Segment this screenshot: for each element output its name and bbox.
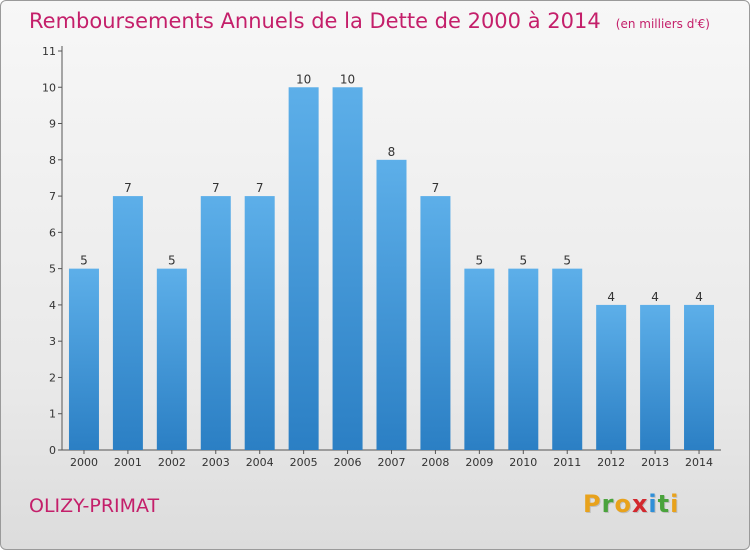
y-tick-label: 8 xyxy=(49,154,56,167)
bar xyxy=(68,268,99,450)
x-tick-label: 2012 xyxy=(597,456,625,469)
bar-value-label: 4 xyxy=(651,290,659,304)
bar-value-label: 7 xyxy=(124,181,132,195)
x-tick-label: 2003 xyxy=(202,456,230,469)
x-tick-label: 2002 xyxy=(158,456,186,469)
x-tick-label: 2001 xyxy=(114,456,142,469)
y-tick-label: 9 xyxy=(49,118,56,131)
bar xyxy=(244,196,275,450)
x-tick-label: 2007 xyxy=(378,456,406,469)
bar xyxy=(376,159,407,450)
bar-value-label: 8 xyxy=(388,145,396,159)
y-tick-label: 3 xyxy=(49,335,56,348)
proxiti-logo[interactable]: Proxiti xyxy=(583,490,679,518)
bar xyxy=(156,268,187,450)
logo-letter: r xyxy=(601,490,615,518)
x-tick-label: 2006 xyxy=(334,456,362,469)
y-tick-label: 1 xyxy=(49,408,56,421)
bar xyxy=(640,304,671,450)
bar xyxy=(596,304,627,450)
bar xyxy=(508,268,539,450)
logo-letter: o xyxy=(614,490,632,518)
bar-value-label: 5 xyxy=(519,254,527,268)
x-tick-label: 2011 xyxy=(553,456,581,469)
bar-value-label: 5 xyxy=(168,254,176,268)
bar xyxy=(200,196,231,450)
logo-letter: P xyxy=(583,490,602,518)
bar-value-label: 10 xyxy=(296,72,311,86)
bar-value-label: 5 xyxy=(476,254,484,268)
bar-value-label: 7 xyxy=(432,181,440,195)
chart-unit: (en milliers d'€) xyxy=(615,17,710,31)
y-tick-label: 11 xyxy=(42,45,56,58)
bar xyxy=(684,304,715,450)
bar-value-label: 5 xyxy=(563,254,571,268)
x-tick-label: 2000 xyxy=(70,456,98,469)
bar-value-label: 5 xyxy=(80,254,88,268)
bar-value-label: 7 xyxy=(212,181,220,195)
logo-letter: i xyxy=(648,490,658,518)
x-tick-label: 2014 xyxy=(685,456,713,469)
title-row: Remboursements Annuels de la Dette de 20… xyxy=(29,9,710,33)
chart-title: Remboursements Annuels de la Dette de 20… xyxy=(29,9,601,33)
y-tick-label: 6 xyxy=(49,226,56,239)
logo-letter: i xyxy=(670,490,680,518)
x-tick-label: 2013 xyxy=(641,456,669,469)
bar xyxy=(464,268,495,450)
bar xyxy=(552,268,583,450)
x-tick-label: 2009 xyxy=(465,456,493,469)
bar xyxy=(332,87,363,450)
x-tick-label: 2008 xyxy=(421,456,449,469)
y-tick-label: 5 xyxy=(49,263,56,276)
place-name: OLIZY-PRIMAT xyxy=(29,495,160,517)
y-tick-label: 10 xyxy=(42,81,56,94)
bar-value-label: 10 xyxy=(340,72,355,86)
bar-value-label: 4 xyxy=(695,290,703,304)
logo-letter: t xyxy=(657,490,671,518)
bar xyxy=(112,196,143,450)
bar xyxy=(288,87,319,450)
bar-value-label: 7 xyxy=(256,181,264,195)
x-tick-label: 2005 xyxy=(290,456,318,469)
y-tick-label: 4 xyxy=(49,299,56,312)
x-tick-label: 2004 xyxy=(246,456,274,469)
y-tick-label: 7 xyxy=(49,190,56,203)
y-tick-label: 2 xyxy=(49,371,56,384)
logo-letter: x xyxy=(631,490,649,518)
x-tick-label: 2010 xyxy=(509,456,537,469)
bar-value-label: 4 xyxy=(607,290,615,304)
bar xyxy=(420,196,451,450)
y-tick-label: 0 xyxy=(49,444,56,457)
